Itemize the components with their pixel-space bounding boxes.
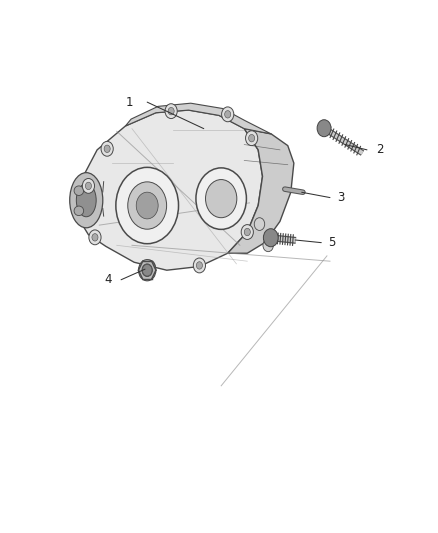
Ellipse shape [74, 186, 84, 196]
Circle shape [128, 182, 166, 229]
Circle shape [143, 260, 155, 275]
Circle shape [254, 217, 265, 230]
Circle shape [196, 262, 202, 269]
Text: 3: 3 [337, 191, 345, 204]
Circle shape [196, 168, 247, 229]
Circle shape [142, 264, 152, 276]
Circle shape [104, 145, 110, 152]
Circle shape [85, 182, 92, 190]
Ellipse shape [74, 206, 84, 216]
Circle shape [244, 228, 251, 236]
Circle shape [168, 108, 174, 115]
Circle shape [246, 131, 258, 146]
Ellipse shape [76, 184, 96, 217]
Circle shape [249, 134, 254, 142]
Circle shape [146, 264, 152, 271]
Circle shape [317, 120, 331, 136]
Circle shape [263, 239, 273, 252]
Circle shape [142, 264, 152, 277]
Circle shape [241, 224, 253, 239]
Circle shape [136, 192, 158, 219]
Circle shape [89, 230, 101, 245]
Polygon shape [78, 110, 262, 270]
Ellipse shape [70, 173, 103, 228]
Polygon shape [125, 103, 271, 134]
Text: 5: 5 [328, 236, 336, 249]
Circle shape [205, 180, 237, 217]
Circle shape [193, 258, 205, 273]
Circle shape [101, 141, 113, 156]
Circle shape [92, 233, 98, 241]
Circle shape [138, 260, 156, 281]
Text: 1: 1 [126, 95, 134, 109]
Circle shape [225, 111, 231, 118]
Text: 2: 2 [376, 143, 384, 156]
Circle shape [165, 104, 177, 118]
Circle shape [222, 107, 234, 122]
Circle shape [263, 229, 278, 247]
Circle shape [82, 179, 95, 193]
Text: 4: 4 [104, 273, 112, 286]
Circle shape [116, 167, 179, 244]
Polygon shape [228, 128, 294, 253]
